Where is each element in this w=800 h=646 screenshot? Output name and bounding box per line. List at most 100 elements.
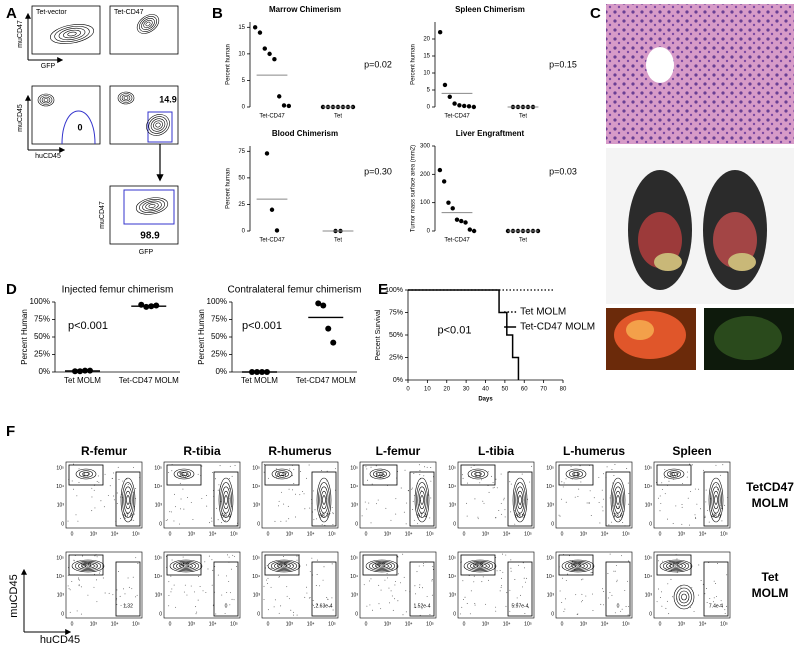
event (183, 508, 185, 510)
event (688, 524, 690, 526)
event (474, 604, 476, 606)
event (578, 488, 580, 490)
event (661, 489, 663, 490)
column-title: Spleen (672, 444, 711, 458)
event (708, 521, 710, 523)
flow-plot (109, 85, 179, 145)
event (505, 605, 507, 607)
event (332, 513, 334, 515)
event (470, 590, 472, 592)
event (287, 505, 289, 507)
y-tick-label: 10³ (547, 503, 555, 509)
event (236, 566, 238, 568)
chart-title: Injected femur chimerism (62, 285, 174, 296)
event (263, 463, 265, 465)
event (171, 470, 173, 472)
event (620, 610, 622, 612)
event (606, 466, 608, 468)
dot (471, 228, 477, 234)
contour (270, 560, 298, 572)
event (667, 518, 668, 520)
event (565, 579, 567, 581)
gate-value: 0 (225, 603, 228, 609)
contour (369, 468, 391, 480)
event (411, 488, 413, 490)
y-tick-label: 10⁵ (644, 555, 652, 561)
event (109, 485, 111, 487)
event (306, 592, 308, 594)
event (168, 471, 170, 473)
event (419, 614, 421, 616)
event (601, 506, 603, 508)
contour (418, 490, 426, 510)
event (499, 590, 501, 592)
contour (218, 477, 234, 523)
event (698, 488, 700, 490)
contour (514, 482, 526, 518)
x-tick-label: 50 (502, 387, 509, 393)
event (73, 488, 75, 490)
x-tick-label: Tet-CD47 (444, 238, 470, 244)
contour (673, 584, 695, 610)
event (413, 519, 415, 521)
dot (325, 325, 332, 332)
event (286, 595, 288, 597)
event (528, 607, 530, 609)
y-tick-label: 75% (211, 315, 227, 324)
event (603, 591, 605, 593)
event (102, 577, 104, 579)
event (522, 586, 523, 588)
event (713, 580, 715, 582)
event (122, 480, 124, 482)
event (326, 470, 328, 472)
event (477, 516, 479, 518)
event (302, 491, 304, 492)
event (80, 613, 82, 615)
contour (122, 482, 134, 518)
annotation: p=0.30 (364, 166, 392, 176)
event (67, 520, 69, 522)
x-tick-label: 30 (463, 387, 470, 393)
contour (145, 202, 159, 210)
event (514, 523, 516, 525)
contour (221, 486, 231, 514)
y-tick-label: 10⁴ (546, 574, 554, 580)
gate (166, 464, 202, 486)
event (211, 517, 212, 519)
event (675, 505, 677, 507)
event (68, 588, 70, 590)
event (601, 489, 603, 491)
event (404, 469, 406, 471)
event (588, 502, 590, 504)
event (482, 500, 484, 502)
flow-plot (555, 551, 633, 619)
event (199, 586, 201, 588)
contour (666, 562, 686, 570)
contour (711, 486, 721, 514)
event (117, 466, 119, 468)
event (300, 471, 302, 473)
event (329, 606, 331, 608)
event (363, 584, 365, 586)
event (295, 493, 296, 495)
y-tick-label: 10⁵ (448, 465, 456, 471)
event (389, 566, 391, 568)
y-tick-label: 10³ (645, 503, 653, 509)
event (509, 589, 511, 591)
panel-label: D (6, 281, 17, 298)
gate (115, 561, 141, 617)
event (217, 489, 219, 491)
column-title: R-femur (81, 444, 127, 458)
x-tick-label: 0 (561, 621, 564, 627)
y-tick-label: 0 (355, 611, 358, 617)
axis-label: muCD45 (8, 574, 20, 617)
event (516, 602, 518, 604)
event (574, 496, 576, 498)
event (205, 591, 207, 593)
contour (119, 93, 133, 103)
x-tick-label: 10⁴ (601, 531, 609, 537)
event (658, 588, 659, 590)
event (273, 606, 275, 608)
contour (224, 495, 228, 505)
event (609, 553, 611, 555)
